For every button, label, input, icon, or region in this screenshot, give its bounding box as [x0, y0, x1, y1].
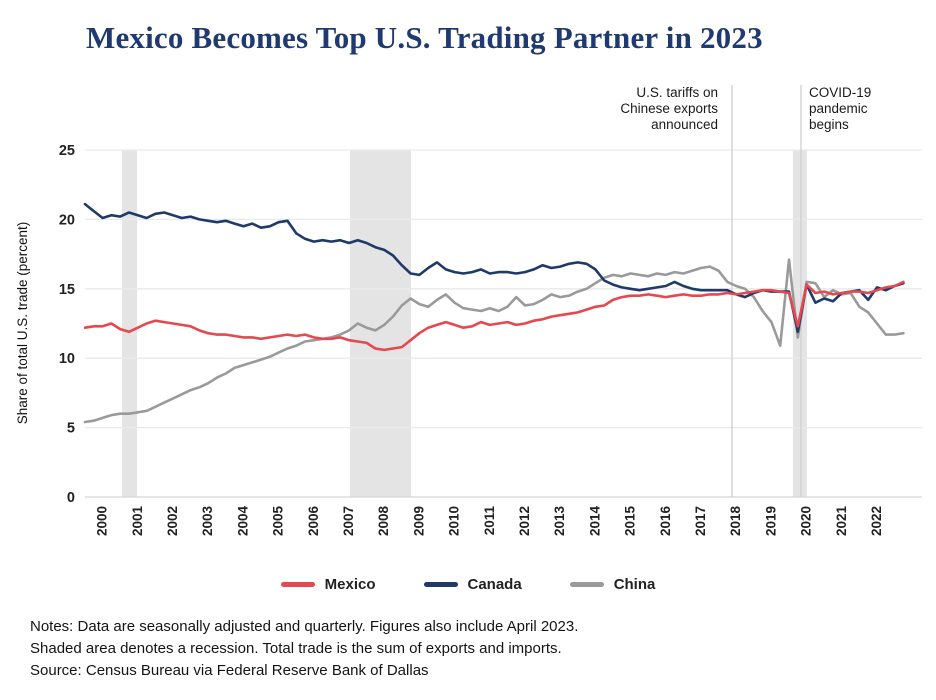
recession-band: [121, 149, 138, 497]
y-tick-label: 20: [59, 212, 75, 228]
legend-item-mexico: Mexico: [280, 576, 376, 593]
x-tick-label: 2007: [341, 506, 356, 536]
x-tick-label: 2014: [587, 506, 602, 537]
x-tick-label: 2013: [552, 506, 567, 537]
legend-label-china: China: [613, 576, 656, 593]
series-line-mexico: [83, 280, 905, 352]
y-axis-title: Share of total U.S. trade (percent): [15, 222, 30, 425]
canada-line-swatch-icon: [423, 582, 458, 587]
chart-legend: Mexico Canada China: [0, 576, 936, 593]
annotation-text: COVID-19 pandemic begins: [809, 85, 871, 132]
china-line-swatch-icon: [569, 582, 604, 587]
x-tick-label: 2015: [623, 506, 638, 537]
x-tick-label: 2008: [376, 506, 391, 537]
x-tick-label: 2016: [658, 506, 673, 537]
legend-item-china: China: [569, 576, 656, 593]
chart-notes: Notes: Data are seasonally adjusted and …: [30, 616, 910, 682]
notes-line-3: Source: Census Bureau via Federal Reserv…: [30, 662, 429, 679]
y-tick-label: 15: [59, 282, 75, 298]
mexico-line-swatch-icon: [280, 582, 315, 587]
legend-label-mexico: Mexico: [324, 576, 376, 593]
x-tick-label: 2019: [763, 506, 778, 536]
x-tick-label: 2021: [834, 506, 849, 537]
x-tick-label: 2001: [130, 506, 145, 537]
series-line-canada: [83, 202, 905, 334]
x-tick-label: 2012: [517, 506, 532, 536]
page-title: Mexico Becomes Top U.S. Trading Partner …: [86, 20, 763, 55]
notes-line-1: Notes: Data are seasonally adjusted and …: [30, 618, 579, 635]
y-tick-label: 0: [67, 490, 75, 506]
x-tick-label: 2022: [869, 506, 884, 536]
x-tick-label: 2000: [95, 506, 110, 536]
x-tick-label: 2011: [482, 506, 497, 536]
x-tick-label: 2003: [200, 506, 215, 537]
x-tick-label: 2006: [306, 506, 321, 537]
x-tick-label: 2002: [165, 506, 180, 536]
annotation-text: U.S. tariffs on Chinese exports announced: [620, 85, 718, 132]
series-line-china: [83, 258, 905, 424]
x-tick-label: 2009: [411, 506, 426, 536]
x-tick-label: 2010: [447, 506, 462, 536]
y-tick-label: 5: [67, 421, 75, 437]
x-tick-label: 2017: [693, 506, 708, 536]
x-tick-label: 2004: [235, 506, 250, 537]
legend-label-canada: Canada: [467, 576, 522, 593]
trade-share-line-chart: 0 5 10 15 20 25 2000 2001 2002 2003 2004 2005 2006 20…: [15, 85, 922, 537]
y-tick-label: 10: [59, 351, 75, 367]
x-tick-label: 2020: [799, 506, 814, 536]
y-tick-label: 25: [59, 143, 75, 159]
notes-line-2: Shaded area denotes a recession. Total t…: [30, 640, 562, 657]
x-tick-label: 2005: [271, 506, 286, 537]
legend-item-canada: Canada: [423, 576, 522, 593]
x-tick-label: 2018: [728, 506, 743, 537]
